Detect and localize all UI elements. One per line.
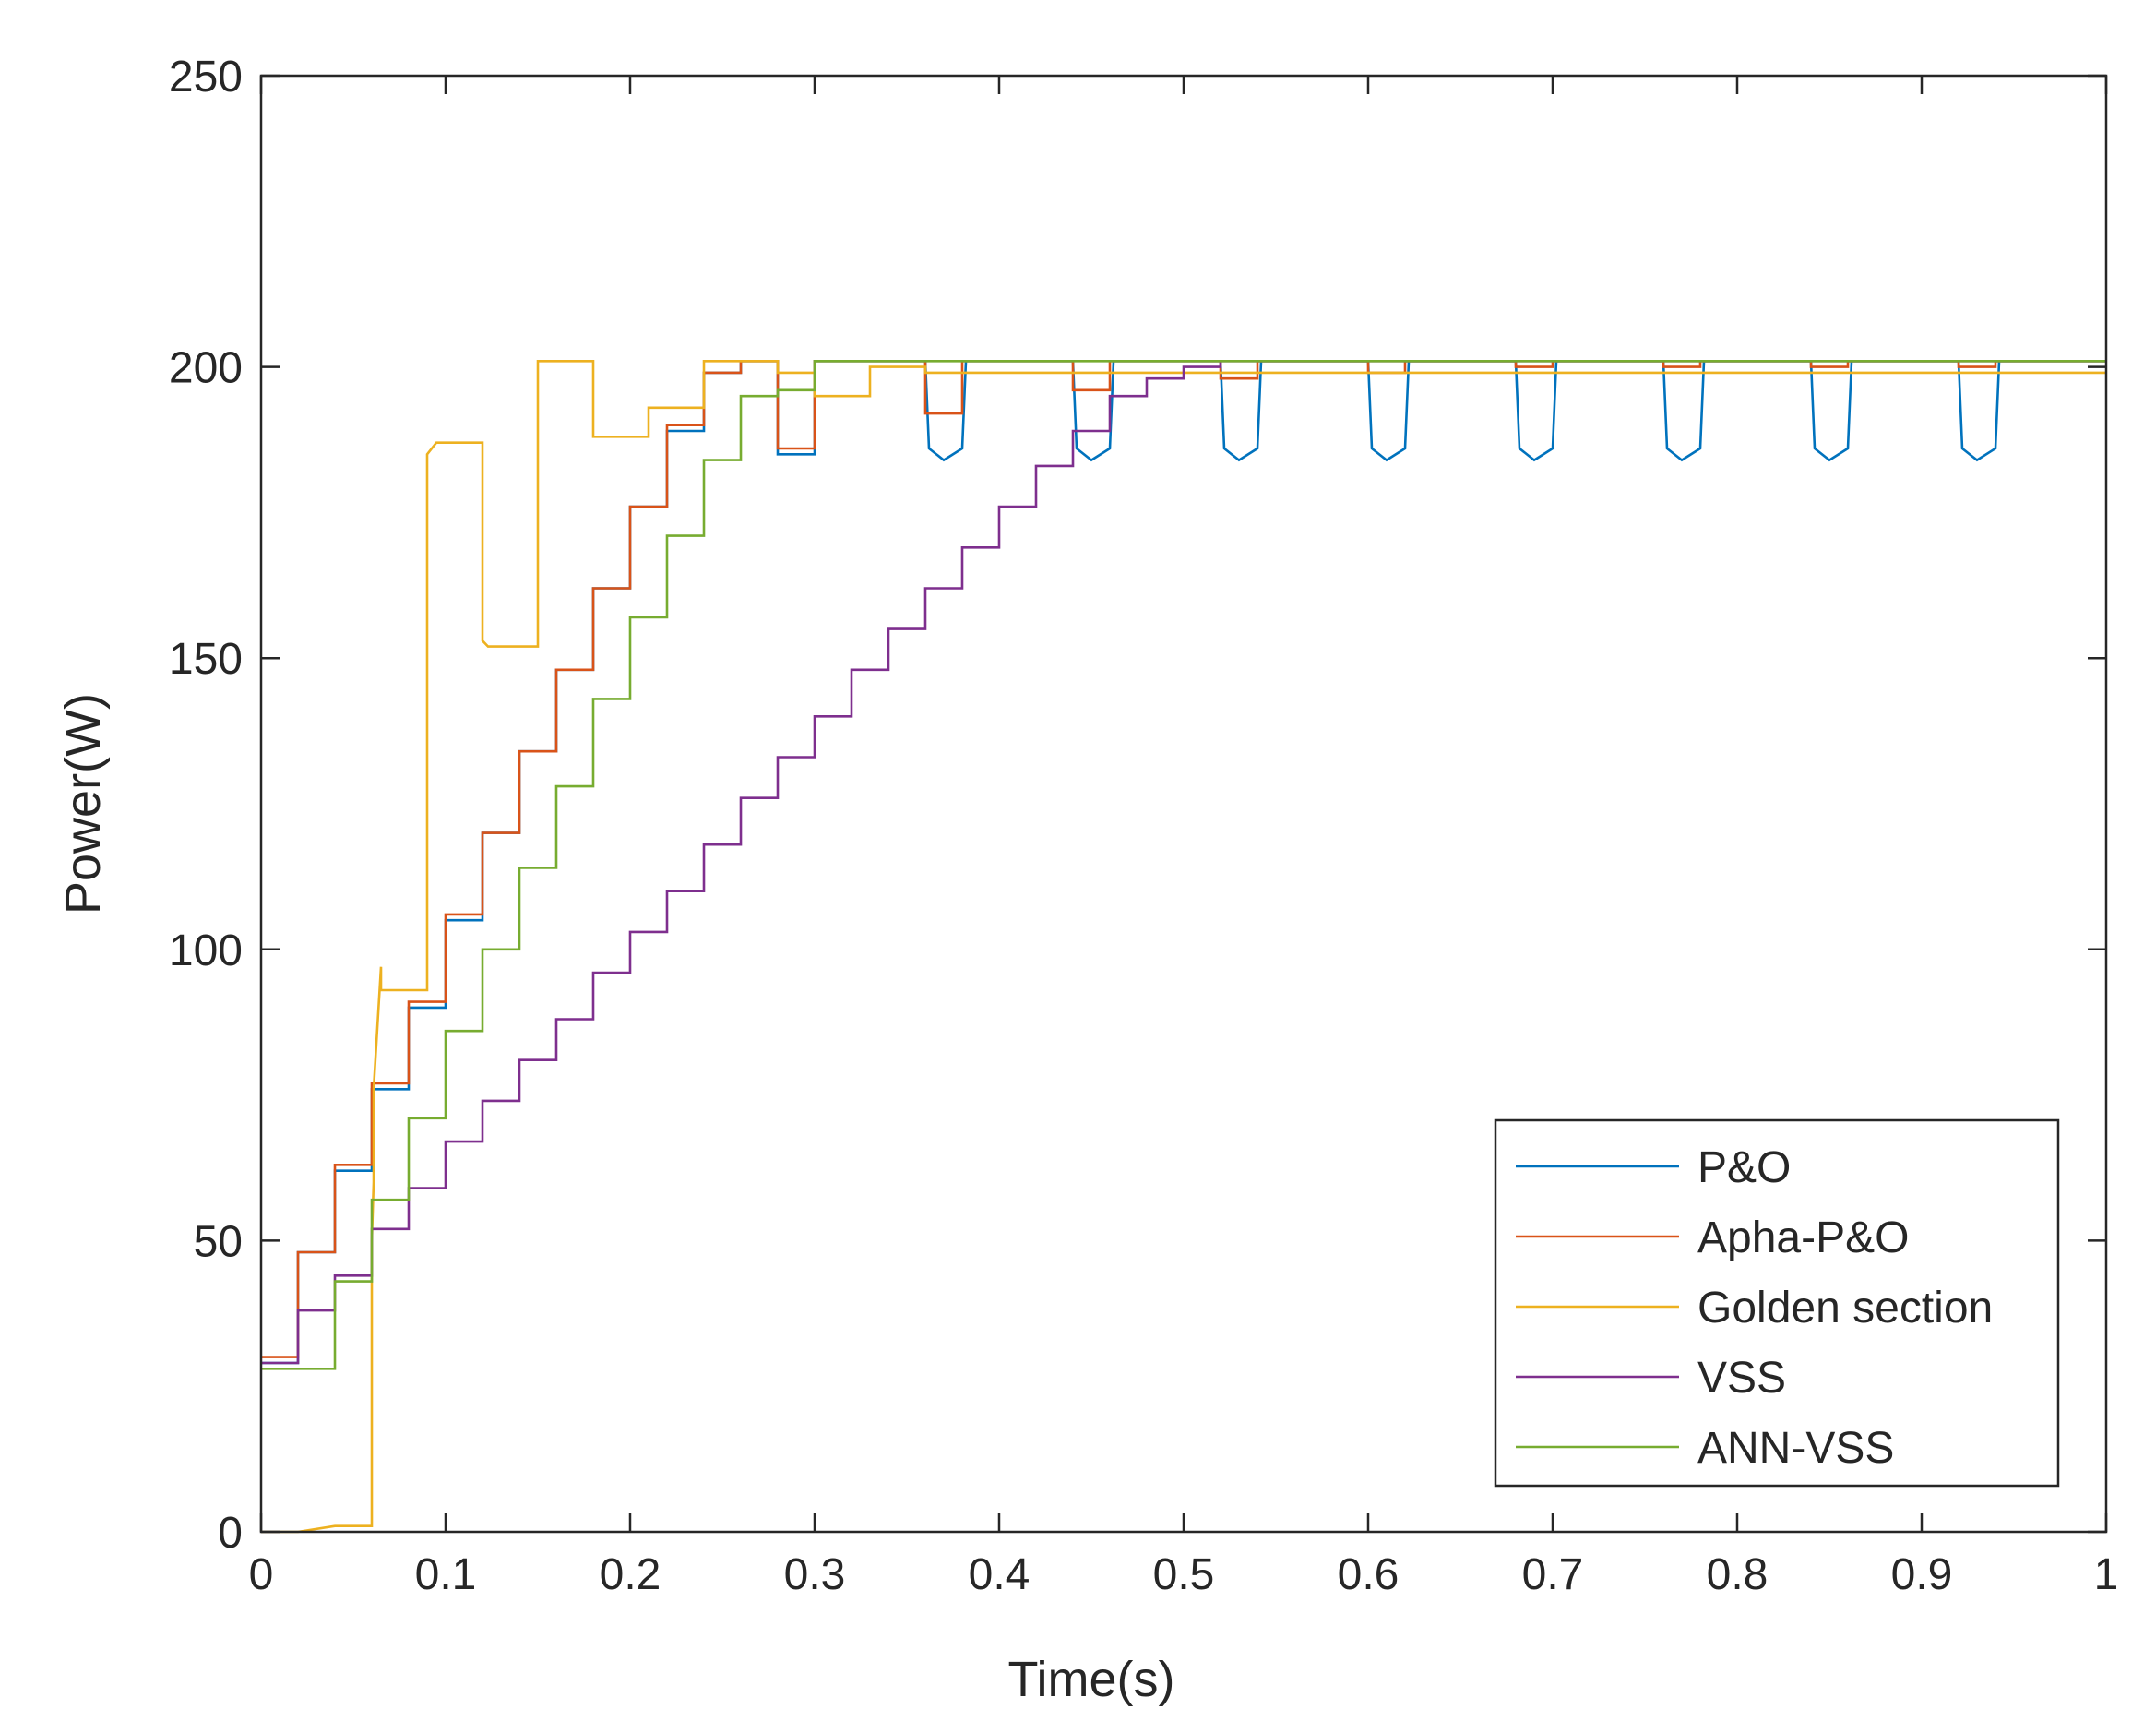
y-axis: 0 50 100 150 200 250 xyxy=(169,53,2106,1558)
x-tick-label: 0.9 xyxy=(1891,1550,1953,1599)
y-tick-label: 250 xyxy=(169,53,243,102)
legend-label: Apha-P&O xyxy=(1697,1213,1909,1262)
legend-label: Golden section xyxy=(1697,1284,1993,1333)
x-tick-label: 0.6 xyxy=(1338,1550,1400,1599)
x-axis-title: Time(s) xyxy=(1008,1652,1175,1707)
x-tick-label: 0 xyxy=(249,1550,274,1599)
y-tick-label: 100 xyxy=(169,926,243,975)
legend-label: VSS xyxy=(1697,1354,1786,1403)
y-tick-label: 50 xyxy=(194,1217,243,1266)
x-tick-label: 0.4 xyxy=(969,1550,1030,1599)
series-line-ann-vss xyxy=(261,359,2106,1370)
x-tick-label: 0.7 xyxy=(1522,1550,1584,1599)
legend-label: P&O xyxy=(1697,1143,1791,1192)
x-tick-label: 0.2 xyxy=(600,1550,661,1599)
y-tick-label: 200 xyxy=(169,344,243,393)
x-tick-label: 0.8 xyxy=(1707,1550,1769,1599)
legend: P&O Apha-P&O Golden section VSS ANN-VSS xyxy=(1494,1118,2060,1488)
series-line-apha-p-o xyxy=(261,359,2106,1358)
legend-label: ANN-VSS xyxy=(1697,1424,1894,1473)
y-axis-title: Power(W) xyxy=(55,693,111,914)
x-tick-label: 0.3 xyxy=(784,1550,846,1599)
series-layer xyxy=(261,359,2106,1534)
x-axis: 0 0.1 0.2 0.3 0.4 0.5 0.6 0.7 0.8 0.9 1 xyxy=(249,76,2119,1599)
y-tick-label: 150 xyxy=(169,635,243,684)
legend-box xyxy=(1494,1118,2060,1488)
y-tick-label: 0 xyxy=(218,1509,243,1558)
series-line-vss xyxy=(261,359,2106,1365)
x-tick-label: 0.5 xyxy=(1153,1550,1215,1599)
x-tick-label: 0.1 xyxy=(415,1550,477,1599)
x-tick-label: 1 xyxy=(2094,1550,2119,1599)
